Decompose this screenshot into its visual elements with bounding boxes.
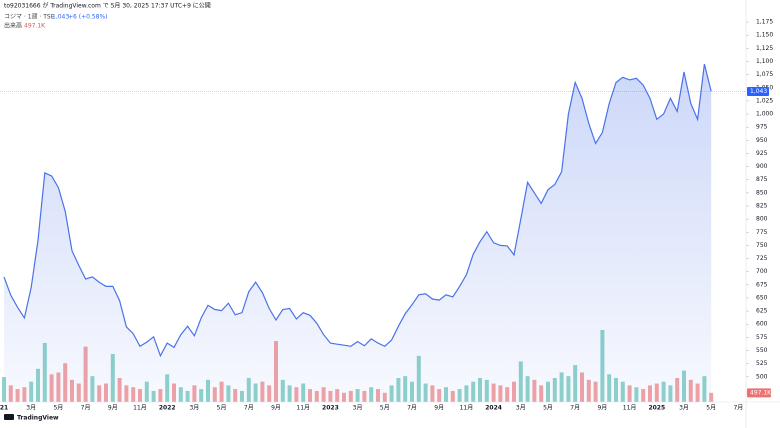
- x-tick-label: 9月: [271, 405, 281, 412]
- last-price-box: [747, 86, 769, 96]
- y-tick-label: 900: [756, 163, 768, 170]
- header-price: 1,043: [52, 14, 69, 21]
- y-tick-label: 600: [756, 321, 768, 328]
- x-tick-label: 2022: [159, 405, 176, 412]
- symbol: コジマ · 1週 · TSE: [4, 13, 55, 21]
- y-tick-label: 1,100: [756, 58, 773, 65]
- y-tick-label: 1,175: [756, 19, 773, 26]
- y-tick-label: 825: [756, 203, 768, 210]
- x-tick-label: 11月: [133, 405, 147, 412]
- y-tick-label: 775: [756, 229, 768, 236]
- x-tick-label: 11月: [460, 405, 474, 412]
- x-tick-label: 3月: [679, 405, 689, 412]
- y-tick-label: 625: [756, 308, 768, 315]
- x-tick-label: 3月: [516, 405, 526, 412]
- x-tick-label: 21: [0, 405, 8, 412]
- publisher-note: to92031666 が TradingView.com で 5月 30, 20…: [4, 2, 211, 10]
- x-tick-label: 7月: [81, 405, 91, 412]
- price-layer: [3, 63, 712, 402]
- x-tick-label: 9月: [597, 405, 607, 412]
- x-tick-label: 11月: [296, 405, 310, 412]
- y-tick-label: 525: [756, 360, 768, 367]
- x-tick-label: 5月: [380, 405, 390, 412]
- x-tick-label: 7月: [244, 405, 254, 412]
- x-tick-label: 5月: [53, 405, 63, 412]
- volume-box: [747, 388, 771, 398]
- volume-box-label: 497.1K: [750, 389, 772, 396]
- y-tick-label: 800: [756, 216, 768, 223]
- header-volume: 497.1K: [24, 23, 46, 30]
- y-tick-label: 850: [756, 189, 768, 196]
- x-tick-label: 2024: [485, 405, 502, 412]
- logo-icon: [4, 414, 14, 420]
- x-tick-label: 9月: [108, 405, 118, 412]
- x-tick-label: 2025: [648, 405, 665, 412]
- area-fill: [4, 64, 712, 402]
- y-tick-label: 1,150: [756, 32, 773, 39]
- y-tick-label: 675: [756, 281, 768, 288]
- y-tick-label: 1,000: [756, 111, 773, 118]
- y-tick-label: 700: [756, 268, 768, 275]
- y-tick-label: 975: [756, 124, 768, 131]
- x-tick-label: 7月: [407, 405, 417, 412]
- y-tick-label: 750: [756, 242, 768, 249]
- x-tick-label: 2023: [322, 405, 339, 412]
- x-tick-label: 3月: [26, 405, 36, 412]
- x-tick-label: 9月: [434, 405, 444, 412]
- y-tick-label: 500: [756, 373, 768, 380]
- y-tick-label: 725: [756, 255, 768, 262]
- y-tick-label: 1,025: [756, 97, 773, 104]
- header-change: +6 (+0.58%): [68, 14, 108, 21]
- x-tick-label: 5月: [706, 405, 716, 412]
- last-price-label: 1,043: [750, 88, 767, 95]
- x-tick-label: 3月: [189, 405, 199, 412]
- x-tick-label: 7月: [570, 405, 580, 412]
- y-tick-label: 875: [756, 176, 768, 183]
- y-tick-label: 1,075: [756, 71, 773, 78]
- y-tick-label: 1,125: [756, 45, 773, 52]
- x-tick-label: 3月: [353, 405, 363, 412]
- price-line: [3, 63, 712, 358]
- footer-logo: TradingView: [17, 415, 59, 422]
- y-tick-label: 575: [756, 334, 768, 341]
- y-tick-label: 925: [756, 150, 768, 157]
- y-tick-label: 650: [756, 294, 768, 301]
- y-tick-label: 950: [756, 137, 768, 144]
- x-tick-label: 7月: [733, 405, 743, 412]
- x-tick-label: 11月: [623, 405, 637, 412]
- y-tick-label: 550: [756, 347, 768, 354]
- x-tick-label: 5月: [217, 405, 227, 412]
- volume-title: 出来高: [4, 22, 22, 30]
- x-tick-label: 5月: [543, 405, 553, 412]
